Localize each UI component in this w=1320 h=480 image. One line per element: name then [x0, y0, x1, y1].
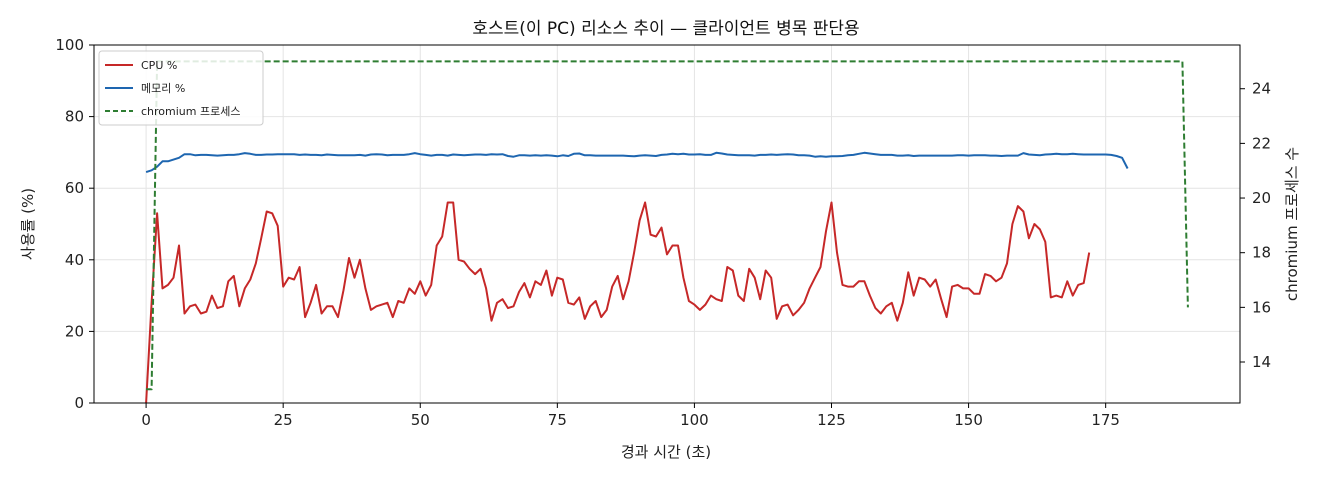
x-tick-label: 150 [954, 411, 983, 429]
legend-items: CPU % 메모리 % chromium 프로세스 [105, 59, 240, 118]
legend: CPU % 메모리 % chromium 프로세스 [98, 50, 264, 126]
x-tick-label: 50 [411, 411, 430, 429]
legend-label: chromium 프로세스 [141, 105, 240, 118]
x-tick-label: 0 [141, 411, 151, 429]
x-tick-label: 25 [274, 411, 293, 429]
x-tick-label: 75 [548, 411, 567, 429]
legend-label: CPU % [141, 59, 177, 72]
x-tick-label: 125 [817, 411, 846, 429]
y2-tick-label: 20 [1252, 189, 1271, 207]
y2-tick-label: 14 [1252, 353, 1271, 371]
y-tick-label: 40 [65, 251, 84, 269]
grid [94, 44, 1240, 404]
x-tick-label: 100 [680, 411, 709, 429]
y2-tick-label: 24 [1252, 80, 1271, 98]
y-tick-label: 0 [74, 394, 84, 412]
series-line [145, 201, 1091, 404]
axes: 0 25 50 75 100 125 150 175 0 20 40 60 80 100 14 16 18 20 2… [55, 36, 1271, 429]
y-tick-label: 20 [65, 322, 84, 340]
x-tick-label: 175 [1091, 411, 1120, 429]
series-line [146, 60, 1189, 391]
x-axis-title: 경과 시간 (초) [621, 443, 711, 461]
y-tick-label: 60 [65, 179, 84, 197]
legend-label: 메모리 % [141, 82, 185, 95]
y-tick-label: 100 [55, 36, 84, 54]
y-axis-title: 사용률 (%) [19, 188, 37, 260]
series-layer [145, 60, 1189, 404]
y-tick-label: 80 [65, 108, 84, 126]
chart-title: 호스트(이 PC) 리소스 추이 — 클라이언트 병목 판단용 [472, 19, 859, 39]
y2-tick-label: 22 [1252, 134, 1271, 152]
series-line [145, 151, 1129, 174]
y2-axis-title: chromium 프로세스 수 [1283, 147, 1301, 301]
legend-box [98, 50, 264, 126]
y2-tick-label: 18 [1252, 244, 1271, 262]
plot-frame [93, 44, 1241, 404]
y2-tick-label: 16 [1252, 298, 1271, 316]
